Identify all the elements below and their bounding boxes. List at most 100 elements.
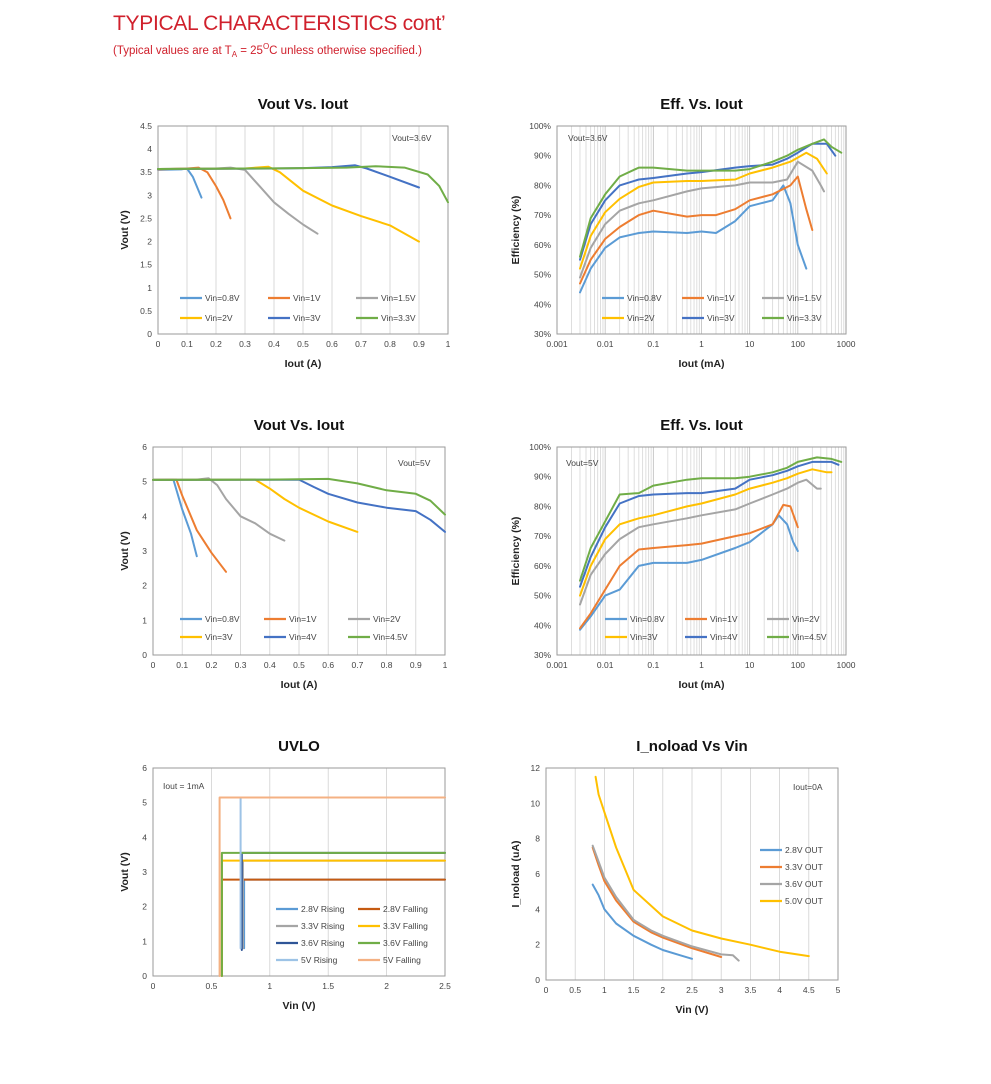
plot-frame (157, 125, 449, 335)
x-tick-label: 5 (836, 985, 841, 995)
x-tick-label: 0.5 (205, 981, 217, 991)
legend-label: 2.8V Rising (301, 904, 345, 914)
legend-label: 3.6V Falling (383, 938, 428, 948)
series-line (157, 167, 203, 199)
legend-label: Vin=1V (707, 293, 735, 303)
legend-label: Vin=4V (289, 632, 317, 642)
legend-label: Vin=3V (630, 632, 658, 642)
chart-title: I_noload Vs Vin (636, 738, 747, 755)
x-tick-label: 0.4 (264, 660, 276, 670)
y-tick-label: 60% (534, 561, 551, 571)
y-tick-label: 2 (142, 902, 147, 912)
x-tick-label: 0.01 (597, 339, 614, 349)
y-tick-label: 5 (142, 477, 147, 487)
x-tick-label: 10 (745, 339, 755, 349)
legend-label: Vin=2V (205, 313, 233, 323)
x-tick-label: 3.5 (744, 985, 756, 995)
y-tick-label: 1 (142, 615, 147, 625)
series-line (579, 456, 843, 582)
y-tick-label: 3 (147, 190, 152, 200)
chart-4: Eff. Vs. Iout 0.001 0.01 0.1 1 10 100 1000 30% 40… (510, 417, 856, 691)
x-tick-label: 1.5 (628, 985, 640, 995)
series-line (157, 166, 232, 220)
x-tick-label: 0.8 (381, 660, 393, 670)
x-tick-label: 0.1 (176, 660, 188, 670)
y-tick-label: 3.5 (140, 167, 152, 177)
x-tick-label: 2.5 (686, 985, 698, 995)
series-line (579, 478, 822, 606)
legend-label: 3.6V Rising (301, 938, 345, 948)
x-tick-label: 0.8 (384, 339, 396, 349)
x-tick-label: 0.1 (647, 339, 659, 349)
x-tick-label: 2 (660, 985, 665, 995)
x-tick-label: 1000 (837, 339, 856, 349)
y-tick-label: 50% (534, 270, 551, 280)
legend-label: 5V Rising (301, 955, 338, 965)
y-tick-label: 40% (534, 299, 551, 309)
legend-label: Vin=0.8V (205, 614, 240, 624)
y-axis-label: Efficiency (%) (510, 517, 522, 586)
chart-2: Eff. Vs. Iout 0.001 0.01 0.1 1 10 100 1000 30% 40… (510, 96, 856, 370)
y-tick-label: 0 (147, 329, 152, 339)
y-tick-label: 1 (147, 283, 152, 293)
x-tick-label: 0.7 (355, 339, 367, 349)
legend-label: Vin=3V (293, 313, 321, 323)
y-tick-label: 2 (535, 940, 540, 950)
x-tick-label: 2.5 (439, 981, 451, 991)
x-tick-label: 1 (443, 660, 448, 670)
x-tick-label: 1 (267, 981, 272, 991)
chart-title: Eff. Vs. Iout (660, 96, 743, 113)
legend-label: Vin=1V (710, 614, 738, 624)
series-line (579, 151, 828, 270)
x-tick-label: 1 (602, 985, 607, 995)
y-tick-label: 90% (534, 151, 551, 161)
y-tick-label: 5 (142, 798, 147, 808)
legend-label: 3.3V Falling (383, 921, 428, 931)
legend-label: Vin=3V (205, 632, 233, 642)
legend-label: Vin=3.3V (787, 313, 822, 323)
y-tick-label: 80% (534, 501, 551, 511)
x-axis-label: Vin (V) (675, 1004, 708, 1016)
y-axis-label: Vout (V) (119, 531, 131, 570)
legend-label: Vin=1.5V (787, 293, 822, 303)
series-line (157, 166, 319, 235)
y-tick-label: 0 (535, 975, 540, 985)
x-tick-label: 2 (384, 981, 389, 991)
plot-frame (152, 446, 446, 656)
x-tick-label: 10 (745, 660, 755, 670)
y-tick-label: 10 (531, 798, 541, 808)
legend-label: Vin=0.8V (627, 293, 662, 303)
y-tick-label: 30% (534, 329, 551, 339)
legend-label: 2.8V Falling (383, 904, 428, 914)
x-tick-label: 0.3 (239, 339, 251, 349)
series-line (579, 175, 814, 285)
legend-label: 3.6V OUT (785, 879, 823, 889)
chart-annotation: Vout=3.6V (568, 133, 608, 143)
y-tick-label: 6 (142, 442, 147, 452)
x-tick-label: 0.5 (293, 660, 305, 670)
chart-title: Eff. Vs. Iout (660, 417, 743, 434)
series-line (579, 138, 843, 258)
y-tick-label: 4 (142, 832, 147, 842)
y-tick-label: 6 (535, 869, 540, 879)
series-line (579, 460, 840, 588)
x-axis-label: Iout (A) (285, 358, 322, 370)
x-axis-label: Vin (V) (282, 1000, 315, 1012)
legend-label: Vin=2V (627, 313, 655, 323)
chart-1: Vout Vs. Iout 0 0.1 0.2 0.3 0.4 0.5 0.6 0.7 0.8 0.… (119, 96, 451, 370)
y-axis-label: I_noload (uA) (510, 840, 522, 907)
x-tick-label: 0.1 (181, 339, 193, 349)
x-tick-label: 0.1 (647, 660, 659, 670)
series-line (579, 184, 808, 294)
x-tick-label: 1 (699, 660, 704, 670)
y-tick-label: 1.5 (140, 260, 152, 270)
x-tick-label: 0.6 (326, 339, 338, 349)
x-tick-label: 0 (544, 985, 549, 995)
legend-label: Vin=4V (710, 632, 738, 642)
x-tick-label: 100 (791, 339, 805, 349)
x-axis-label: Iout (mA) (678, 679, 724, 691)
y-tick-label: 70% (534, 210, 551, 220)
plot-frame (545, 767, 839, 981)
x-tick-label: 1 (446, 339, 451, 349)
